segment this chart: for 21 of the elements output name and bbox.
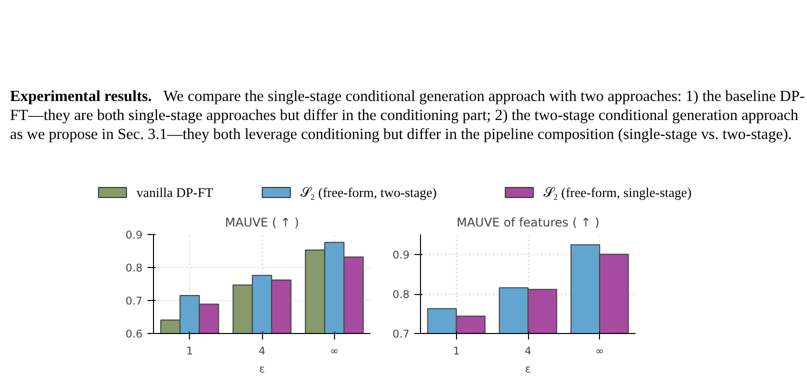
x-tick-label: 1 <box>186 344 194 358</box>
y-tick-label: 0.7 <box>126 294 143 308</box>
chart-title: MAUVE ( ↑ ) <box>225 216 299 230</box>
legend-label: 𝒮₂ (free-form, single-stage) <box>543 185 692 200</box>
x-tick-label: 4 <box>258 344 266 358</box>
y-tick-label: 0.9 <box>126 228 143 242</box>
y-tick-label: 0.8 <box>392 288 410 302</box>
text: Experimental results. <box>10 88 152 105</box>
legend-label: 𝒮₂ (free-form, two-stage) <box>300 185 437 200</box>
x-tick-label: ∞ <box>330 344 339 358</box>
x-tick-label: 1 <box>452 344 460 358</box>
y-tick-label: 0.8 <box>126 262 143 274</box>
x-tick-label: ∞ <box>595 344 604 358</box>
x-axis-title: ε <box>259 362 266 376</box>
legend-label: vanilla DP-FT <box>136 185 214 200</box>
y-tick-label: 0.6 <box>126 328 143 340</box>
x-axis-title: ε <box>525 362 532 376</box>
chart-title: MAUVE of features ( ↑ ) <box>456 216 600 230</box>
y-tick-label: 0.7 <box>392 328 410 340</box>
x-tick-label: 4 <box>524 344 532 358</box>
y-tick-label: 0.9 <box>392 248 410 262</box>
